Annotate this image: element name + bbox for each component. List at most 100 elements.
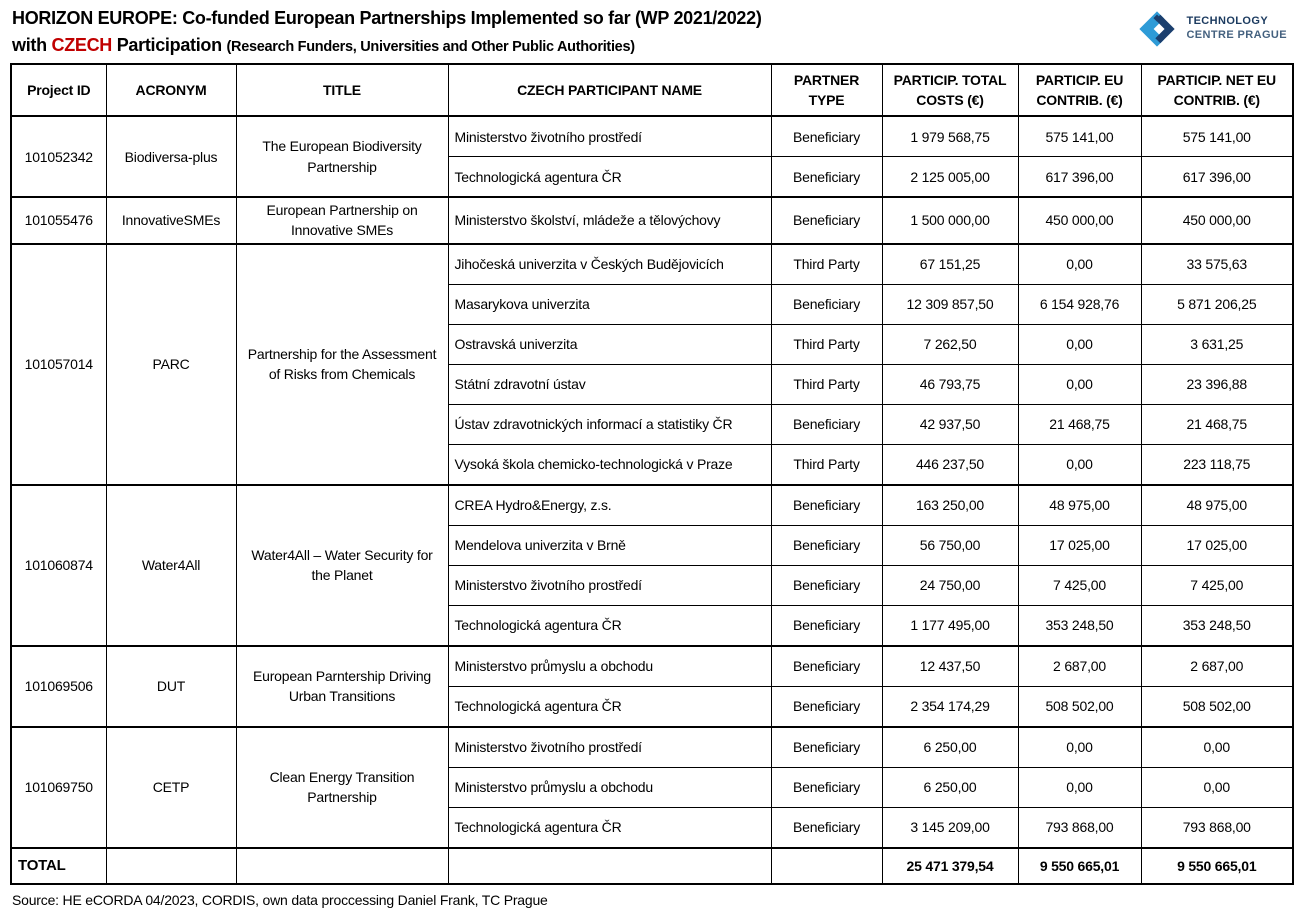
net-eu-contrib-cell: 0,00 (1140, 725, 1294, 768)
net-eu-contrib-cell: 3 631,25 (1140, 323, 1294, 365)
total-costs-cell: 6 250,00 (881, 725, 1019, 768)
total-costs-cell: 12 437,50 (881, 644, 1019, 687)
col-header-project-id: Project ID (10, 63, 107, 117)
partner-type-cell: Third Party (770, 363, 883, 405)
acronym-cell: DUT (105, 644, 237, 728)
partner-type-cell: Beneficiary (770, 283, 883, 325)
tc-prague-logo: TECHNOLOGY CENTRE PRAGUE (1136, 8, 1287, 50)
title-cell: Partnership for the Assessment of Risks … (235, 242, 449, 486)
net-eu-contrib-cell: 5 871 206,25 (1140, 283, 1294, 325)
eu-contrib-cell: 575 141,00 (1017, 115, 1142, 157)
participant-cell: Státní zdravotní ústav (447, 363, 772, 405)
total-empty-participant-cell (447, 846, 772, 885)
net-eu-contrib-cell: 7 425,00 (1140, 564, 1294, 606)
net-eu-contrib-cell: 48 975,00 (1140, 483, 1294, 526)
acronym-cell: InnovativeSMEs (105, 196, 237, 245)
eu-contrib-cell: 0,00 (1017, 242, 1142, 285)
partner-type-cell: Beneficiary (770, 115, 883, 157)
total-costs-cell: 1 177 495,00 (881, 604, 1019, 647)
total-costs-cell: 2 354 174,29 (881, 685, 1019, 728)
partner-type-cell: Beneficiary (770, 644, 883, 687)
table-row: Technologická agentura ČR Beneficiary 2 12… (11, 156, 1294, 198)
net-eu-contrib-cell: 223 118,75 (1140, 443, 1294, 486)
logo-line2: CENTRE PRAGUE (1186, 29, 1287, 41)
eu-contrib-cell: 450 000,00 (1017, 196, 1142, 245)
participant-cell: Technologická agentura ČR (447, 806, 772, 849)
eu-contrib-cell: 508 502,00 (1017, 685, 1142, 728)
col-header-title: TITLE (235, 63, 449, 117)
eu-contrib-cell: 6 154 928,76 (1017, 283, 1142, 325)
title-cell: Water4All – Water Security for the Plane… (235, 483, 449, 647)
participant-cell: Technologická agentura ČR (447, 604, 772, 647)
net-eu-contrib-cell: 575 141,00 (1140, 115, 1294, 157)
title-paren: (Research Funders, Universities and Othe… (226, 39, 636, 55)
eu-contrib-cell: 0,00 (1017, 725, 1142, 768)
title-cell: European Partnership on Innovative SMEs (235, 196, 449, 245)
total-costs-cell: 2 125 005,00 (881, 156, 1019, 198)
table-row: Vysoká škola chemicko-technologická v Pr… (11, 443, 1294, 486)
total-costs-cell: 12 309 857,50 (881, 283, 1019, 325)
eu-contrib-cell: 0,00 (1017, 443, 1142, 486)
net-eu-contrib-cell: 508 502,00 (1140, 685, 1294, 728)
table-row: Technologická agentura ČR Beneficiary 3 14… (11, 806, 1294, 849)
partner-type-cell: Beneficiary (770, 483, 883, 526)
net-eu-contrib-cell: 33 575,63 (1140, 242, 1294, 285)
title-prefix: with (12, 35, 52, 55)
acronym-cell: Water4All (105, 483, 237, 647)
participant-cell: Ministerstvo životního prostředí (447, 564, 772, 606)
eu-contrib-cell: 0,00 (1017, 766, 1142, 808)
page-header: HORIZON EUROPE: Co-funded European Partn… (0, 0, 1303, 61)
table-body: 101052342 Biodiversa-plus The European Bio… (10, 115, 1294, 885)
total-empty-title-cell (235, 846, 449, 885)
partner-type-cell: Beneficiary (770, 725, 883, 768)
net-eu-contrib-cell: 793 868,00 (1140, 806, 1294, 849)
partner-type-cell: Beneficiary (770, 403, 883, 445)
table-row: Ústav zdravotnických informací a statist… (11, 403, 1294, 445)
net-eu-contrib-cell: 353 248,50 (1140, 604, 1294, 647)
table-row: 101057014 PARC Partnership for the Assessm… (10, 242, 1294, 486)
total-label-cell: TOTAL (10, 846, 107, 885)
net-eu-contrib-cell: 2 687,00 (1140, 644, 1294, 687)
table-row: 101060874 Water4All Water4All – Water Secu… (10, 483, 1294, 647)
total-empty-acronym-cell (105, 846, 237, 885)
partner-type-cell: Beneficiary (770, 156, 883, 198)
net-eu-contrib-cell: 23 396,88 (1140, 363, 1294, 405)
eu-contrib-cell: 353 248,50 (1017, 604, 1142, 647)
table-row: Technologická agentura ČR Beneficiary 2 35… (11, 685, 1294, 728)
total-costs-cell: 6 250,00 (881, 766, 1019, 808)
partner-type-cell: Beneficiary (770, 604, 883, 647)
acronym-cell: CETP (105, 725, 237, 849)
eu-contrib-cell: 7 425,00 (1017, 564, 1142, 606)
logo-text: TECHNOLOGY CENTRE PRAGUE (1186, 15, 1287, 43)
col-header-net-eu-contrib: PARTICIP. NET EU CONTRIB. (€) (1140, 63, 1294, 117)
participant-cell: Mendelova univerzita v Brně (447, 524, 772, 566)
net-eu-contrib-cell: 21 468,75 (1140, 403, 1294, 445)
title-mid: Participation (112, 35, 227, 55)
total-costs-cell: 1 500 000,00 (881, 196, 1019, 245)
title-cell: The European Biodiversity Partnership (235, 115, 449, 198)
table-row: Mendelova univerzita v Brně Beneficiary 56… (11, 524, 1294, 566)
table-row: 101069750 CETP Clean Energy Transition Par… (10, 725, 1294, 849)
table-row: Státní zdravotní ústav Third Party 46 793,… (11, 363, 1294, 405)
table-row: Technologická agentura ČR Beneficiary 1 17… (11, 604, 1294, 647)
participant-cell: Ministerstvo školství, mládeže a tělovýc… (447, 196, 772, 245)
partner-type-cell: Beneficiary (770, 524, 883, 566)
participant-cell: Jihočeská univerzita v Českých Budějovic… (447, 242, 772, 285)
table-header: Project ID ACRONYM TITLE CZECH PARTICIPA… (10, 63, 1294, 117)
participant-cell: Ministerstvo životního prostředí (447, 115, 772, 157)
net-eu-contrib-cell: 450 000,00 (1140, 196, 1294, 245)
table-row: 101055476 InnovativeSMEs European Partners… (10, 196, 1294, 245)
total-costs-cell: 67 151,25 (881, 242, 1019, 285)
title-cell: Clean Energy Transition Partnership (235, 725, 449, 849)
partner-type-cell: Beneficiary (770, 806, 883, 849)
title-highlight-czech: CZECH (51, 35, 113, 55)
table-header-row: Project ID ACRONYM TITLE CZECH PARTICIPA… (10, 63, 1294, 117)
participant-cell: Masarykova univerzita (447, 283, 772, 325)
participant-cell: Ministerstvo životního prostředí (447, 725, 772, 768)
table-row: 101052342 Biodiversa-plus The European Bio… (10, 115, 1294, 198)
net-eu-contrib-cell: 0,00 (1140, 766, 1294, 808)
net-eu-contrib-sum-cell: 9 550 665,01 (1140, 846, 1294, 885)
total-costs-cell: 446 237,50 (881, 443, 1019, 486)
partner-type-cell: Beneficiary (770, 685, 883, 728)
partnerships-table: Project ID ACRONYM TITLE CZECH PARTICIPA… (10, 63, 1294, 885)
